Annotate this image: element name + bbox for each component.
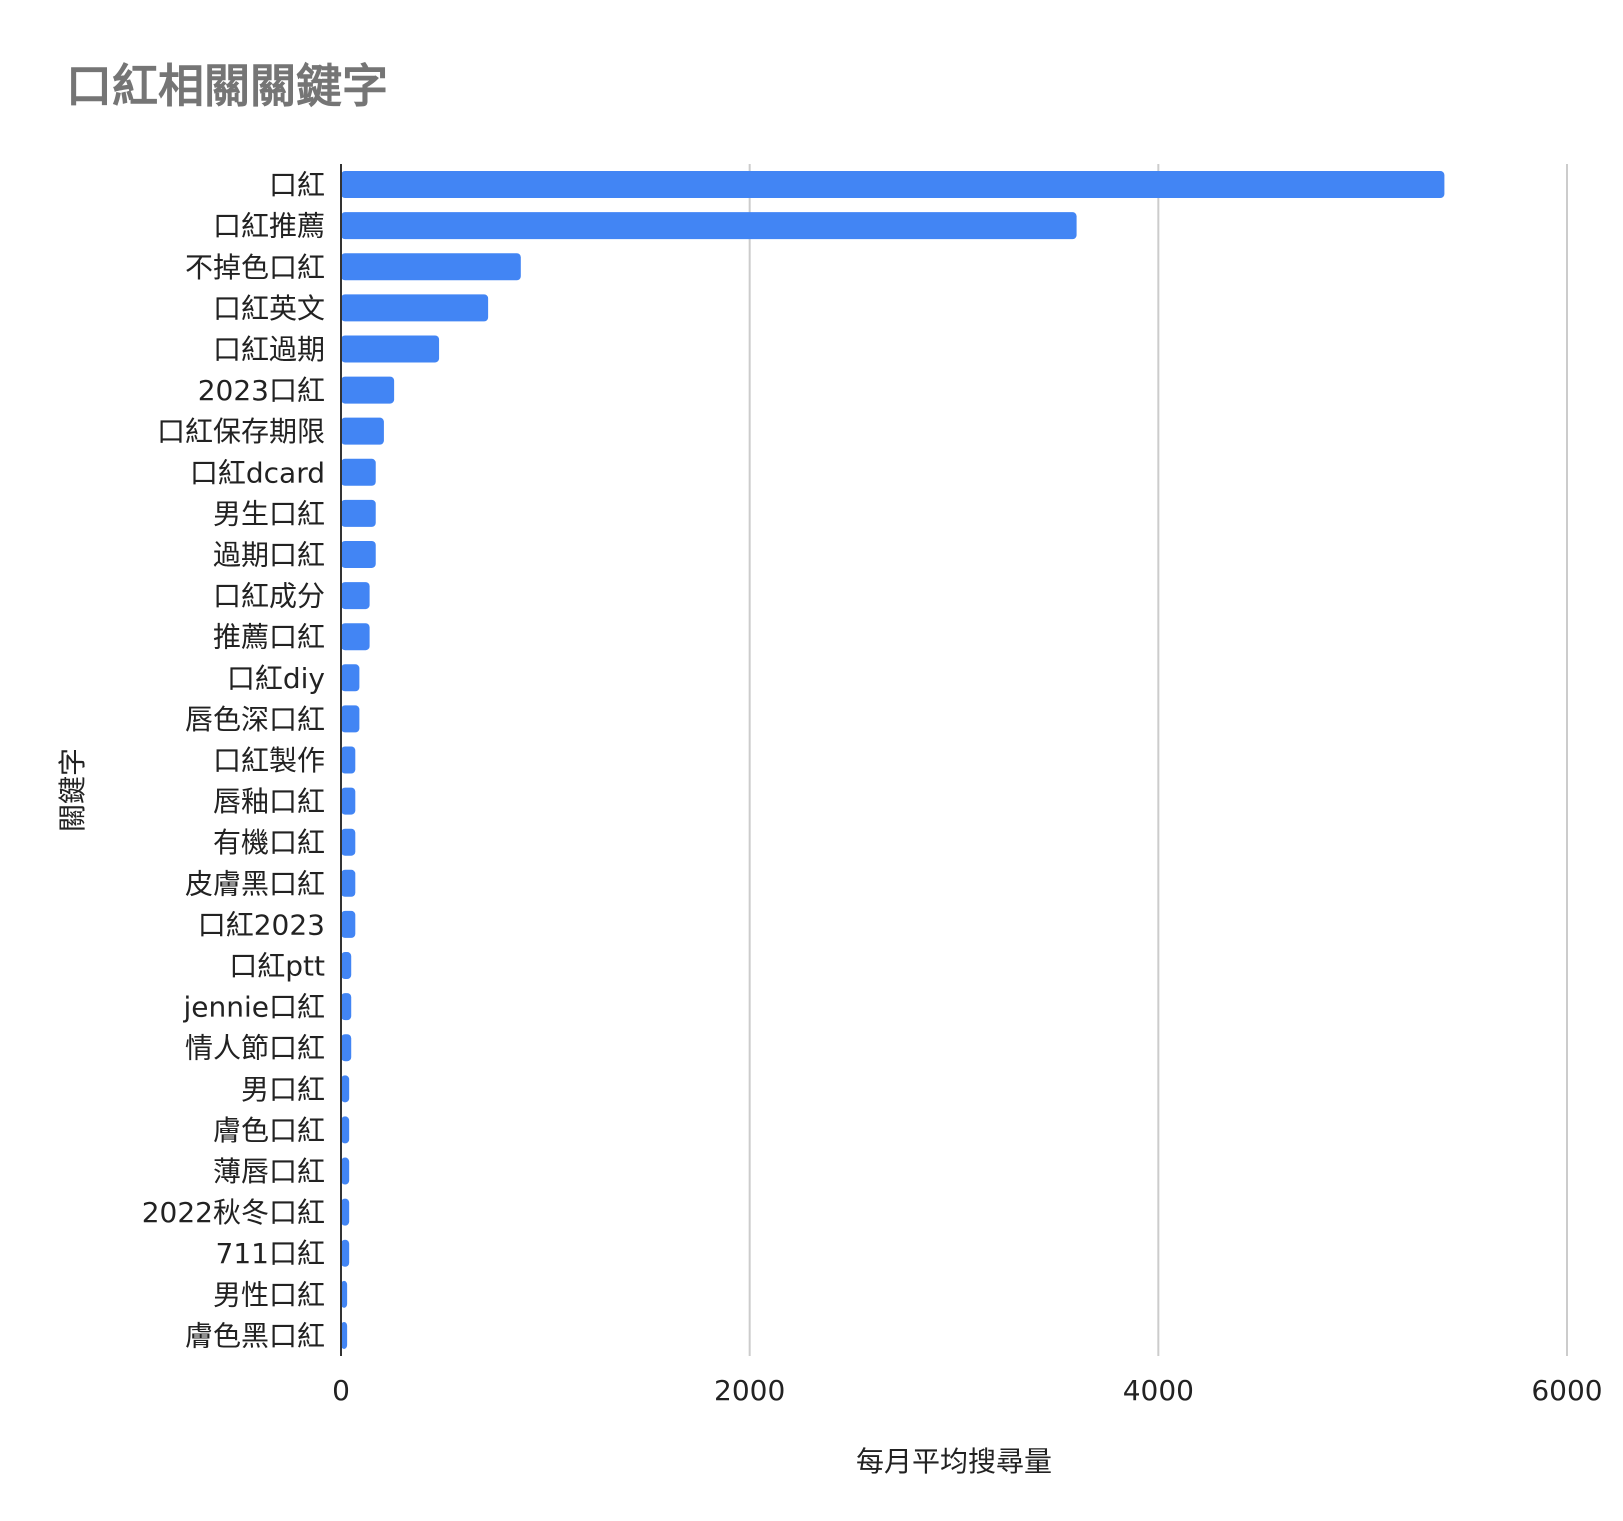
bar — [341, 212, 1077, 240]
x-tick-label: 6000 — [1531, 1374, 1602, 1407]
category-label: 2022秋冬口紅 — [142, 1196, 325, 1229]
bar — [341, 499, 376, 527]
category-label: 唇色深口紅 — [185, 703, 325, 736]
bar — [341, 952, 352, 980]
bar — [341, 746, 356, 774]
bar — [341, 623, 370, 651]
category-label: 男性口紅 — [213, 1278, 325, 1311]
bar — [341, 1321, 348, 1349]
x-tick-label: 0 — [332, 1374, 350, 1407]
category-label: 口紅 — [269, 169, 325, 202]
category-label: 男生口紅 — [213, 497, 325, 530]
category-label: 有機口紅 — [213, 826, 325, 859]
category-label: 薄唇口紅 — [213, 1155, 325, 1188]
category-label: 口紅diy — [227, 662, 325, 695]
category-label: 情人節口紅 — [185, 1032, 325, 1065]
bar — [341, 1280, 348, 1308]
bar — [341, 253, 521, 281]
bar — [341, 1075, 350, 1103]
category-label: 過期口紅 — [213, 538, 325, 571]
category-label: 男口紅 — [241, 1073, 325, 1106]
category-label: 2023口紅 — [198, 374, 325, 407]
x-tick-label: 4000 — [1123, 1374, 1194, 1407]
category-label: 膚色口紅 — [213, 1114, 325, 1147]
category-label: 口紅製作 — [213, 744, 325, 777]
category-label: 唇釉口紅 — [213, 785, 325, 818]
bar — [341, 1116, 350, 1144]
bar — [341, 828, 356, 856]
bar — [341, 993, 352, 1021]
category-label: 口紅英文 — [213, 292, 325, 325]
category-label: 口紅推薦 — [213, 210, 325, 243]
category-label: 推薦口紅 — [213, 621, 325, 654]
category-label: 711口紅 — [216, 1237, 325, 1270]
bar — [341, 705, 360, 733]
category-label: 口紅保存期限 — [157, 415, 325, 448]
category-label: jennie口紅 — [182, 991, 325, 1024]
bar — [341, 294, 489, 322]
bar — [341, 417, 384, 445]
bar — [341, 335, 440, 363]
category-label: 口紅過期 — [213, 333, 325, 366]
bar — [341, 664, 360, 692]
bar — [341, 582, 370, 610]
bar — [341, 910, 356, 938]
bar — [341, 787, 356, 815]
x-tick-label: 2000 — [714, 1374, 785, 1407]
bar — [341, 458, 376, 486]
category-label: 口紅2023 — [198, 908, 325, 941]
gridlines — [748, 164, 1568, 1356]
bar — [341, 1157, 350, 1185]
bar — [341, 540, 376, 568]
category-label: 口紅ptt — [229, 950, 325, 983]
category-label: 口紅成分 — [213, 580, 325, 613]
bars — [341, 171, 1445, 1349]
y-axis-title: 關鍵字 — [56, 748, 89, 832]
bar — [341, 1034, 352, 1062]
bar — [341, 1198, 350, 1226]
x-tick-labels: 0 2000 4000 6000 — [332, 1374, 1603, 1407]
bar — [341, 1239, 350, 1267]
category-label: 不掉色口紅 — [185, 251, 325, 284]
category-label: 皮膚黑口紅 — [185, 867, 325, 900]
category-label: 口紅dcard — [190, 456, 325, 489]
bar — [341, 869, 356, 897]
bar — [341, 376, 395, 404]
x-axis-title: 每月平均搜尋量 — [856, 1445, 1052, 1478]
category-label: 膚色黑口紅 — [185, 1319, 325, 1352]
chart-title: 口紅相關關鍵字 — [66, 59, 388, 113]
bar — [341, 171, 1445, 199]
